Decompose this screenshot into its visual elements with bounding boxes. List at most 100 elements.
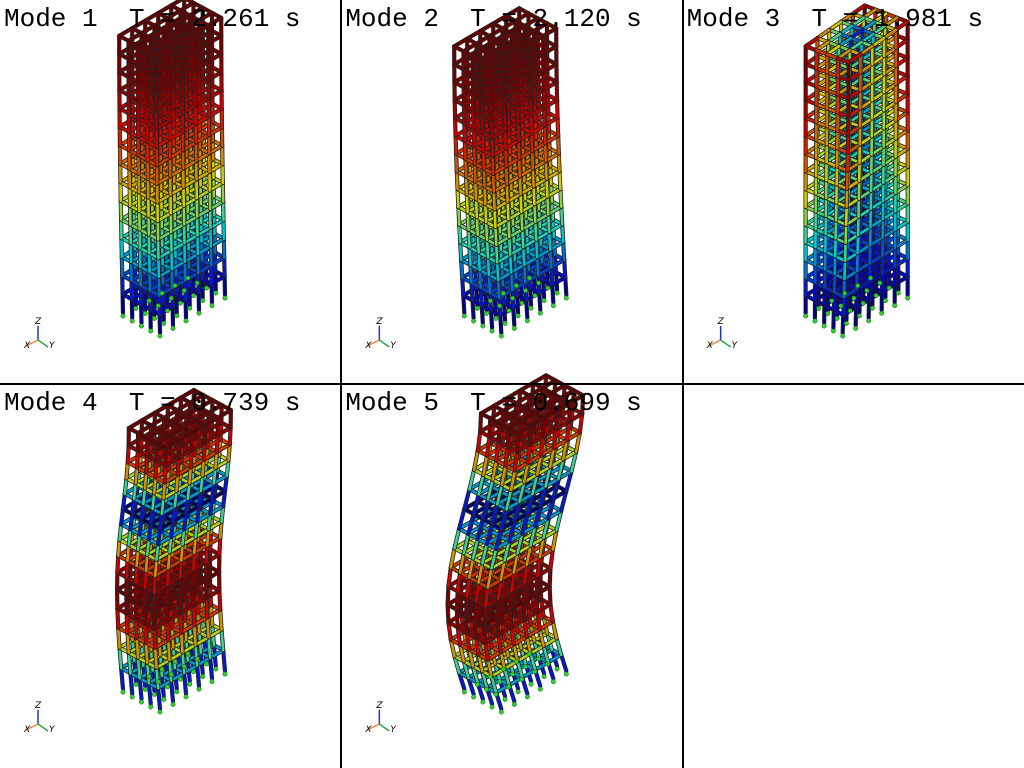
member bbox=[522, 263, 527, 284]
member bbox=[494, 225, 498, 246]
member bbox=[507, 218, 511, 239]
support bbox=[161, 320, 167, 326]
frames bbox=[114, 0, 911, 715]
support bbox=[511, 325, 517, 331]
member bbox=[207, 144, 224, 155]
member bbox=[520, 210, 524, 231]
support bbox=[554, 290, 560, 296]
member bbox=[194, 78, 210, 89]
support bbox=[510, 295, 516, 301]
member bbox=[194, 133, 211, 144]
member bbox=[505, 182, 509, 203]
member bbox=[519, 192, 523, 214]
member bbox=[156, 230, 173, 241]
member bbox=[547, 230, 552, 251]
member bbox=[532, 185, 536, 206]
member bbox=[506, 200, 510, 221]
support bbox=[524, 318, 530, 324]
member bbox=[550, 283, 555, 304]
support bbox=[152, 315, 157, 321]
support bbox=[528, 305, 534, 311]
member bbox=[463, 139, 467, 160]
member bbox=[157, 267, 174, 279]
member bbox=[563, 276, 568, 297]
member bbox=[181, 104, 197, 115]
support bbox=[213, 290, 219, 296]
member bbox=[544, 159, 548, 181]
member bbox=[530, 149, 535, 170]
support bbox=[461, 313, 467, 319]
member bbox=[182, 178, 198, 189]
support bbox=[545, 285, 551, 291]
member bbox=[556, 116, 560, 137]
support bbox=[139, 323, 144, 329]
support bbox=[474, 305, 480, 311]
member bbox=[537, 291, 542, 312]
member bbox=[533, 202, 537, 224]
member bbox=[521, 245, 526, 267]
member bbox=[196, 245, 213, 256]
member bbox=[207, 89, 223, 100]
member bbox=[155, 137, 172, 149]
member bbox=[168, 167, 185, 178]
support bbox=[146, 298, 152, 304]
member bbox=[531, 167, 535, 188]
member bbox=[195, 207, 212, 218]
support bbox=[133, 305, 139, 311]
member bbox=[524, 298, 529, 320]
member bbox=[472, 144, 476, 165]
member bbox=[517, 139, 521, 160]
member bbox=[549, 265, 554, 287]
building bbox=[117, 0, 228, 339]
support bbox=[174, 313, 180, 319]
support bbox=[120, 313, 126, 319]
member bbox=[168, 148, 185, 159]
member bbox=[559, 205, 564, 226]
member bbox=[168, 130, 185, 141]
support bbox=[519, 300, 525, 306]
member bbox=[168, 93, 184, 104]
member bbox=[546, 212, 551, 234]
support bbox=[532, 293, 538, 299]
building bbox=[803, 3, 911, 339]
support bbox=[563, 295, 569, 301]
support bbox=[178, 300, 183, 306]
member bbox=[157, 249, 173, 260]
member bbox=[183, 252, 200, 263]
member bbox=[183, 233, 199, 245]
member bbox=[509, 271, 514, 292]
support bbox=[489, 328, 495, 334]
member bbox=[207, 107, 224, 118]
member bbox=[495, 261, 500, 282]
support bbox=[155, 303, 161, 309]
support bbox=[200, 298, 206, 304]
member bbox=[498, 314, 503, 335]
member bbox=[207, 70, 223, 82]
member bbox=[543, 141, 548, 163]
member bbox=[209, 218, 225, 229]
member bbox=[841, 313, 845, 335]
support bbox=[222, 295, 228, 301]
member bbox=[496, 278, 501, 299]
support bbox=[513, 283, 519, 289]
member bbox=[155, 156, 172, 167]
member bbox=[494, 243, 499, 264]
support bbox=[471, 318, 477, 324]
member bbox=[168, 111, 184, 123]
support bbox=[536, 280, 542, 286]
support bbox=[185, 275, 191, 281]
support bbox=[194, 280, 200, 286]
support bbox=[487, 298, 493, 304]
member bbox=[207, 52, 223, 63]
member bbox=[493, 207, 497, 229]
support bbox=[187, 305, 193, 311]
support bbox=[537, 310, 543, 316]
member bbox=[181, 141, 198, 152]
member bbox=[854, 306, 858, 327]
support bbox=[493, 315, 499, 321]
support bbox=[196, 310, 202, 316]
member bbox=[196, 226, 212, 237]
member bbox=[169, 185, 185, 196]
member bbox=[558, 169, 562, 191]
